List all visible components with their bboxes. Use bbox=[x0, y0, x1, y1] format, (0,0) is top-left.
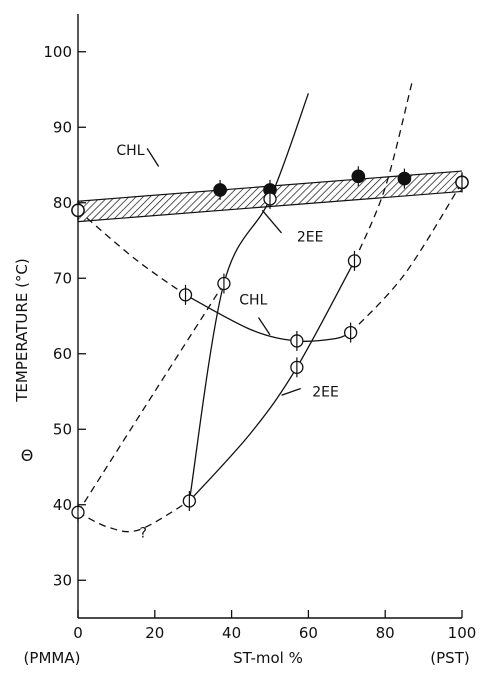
open-point bbox=[455, 172, 469, 193]
x-axis-ticks: 0 20 40 60 80 100 bbox=[73, 610, 476, 642]
open-point bbox=[290, 330, 304, 351]
filled-point bbox=[351, 166, 366, 187]
y-axis-ticks: 30 40 50 60 70 80 90 100 bbox=[43, 43, 86, 589]
chl-curve-dashed bbox=[77, 209, 186, 296]
annotation-leader bbox=[146, 148, 160, 167]
curve-annotation: 2EE bbox=[297, 230, 324, 246]
x-axis-label: ST-mol % bbox=[233, 649, 303, 667]
y-tick-label: 100 bbox=[43, 43, 72, 61]
annotation-leader bbox=[261, 209, 283, 234]
2ee-curve-solid bbox=[188, 93, 310, 502]
open-point bbox=[290, 357, 304, 378]
2ee-curve-dashed bbox=[77, 500, 190, 533]
annotation-leader bbox=[257, 317, 271, 336]
open-point bbox=[347, 250, 362, 271]
x-tick-label: 20 bbox=[145, 624, 164, 642]
x-tick-label: 100 bbox=[448, 624, 477, 642]
plot-frame bbox=[77, 14, 462, 619]
y-tick-label: 90 bbox=[53, 118, 72, 136]
2ee-curve-dashed bbox=[353, 81, 413, 262]
open-point bbox=[71, 200, 85, 221]
open-point bbox=[217, 273, 231, 294]
y-tick-label: 80 bbox=[53, 194, 72, 212]
y-tick-label: 60 bbox=[53, 345, 72, 363]
x-tick-label: 0 bbox=[73, 624, 83, 642]
x-end-label-left: (PMMA) bbox=[24, 649, 81, 667]
2ee-curve-dashed bbox=[77, 283, 225, 513]
x-tick-label: 80 bbox=[376, 624, 395, 642]
open-point bbox=[178, 284, 193, 305]
y-tick-label: 30 bbox=[53, 571, 72, 589]
y-tick-label: 70 bbox=[53, 269, 72, 287]
chl-curve-solid bbox=[185, 294, 351, 343]
data-points bbox=[71, 166, 469, 523]
open-point bbox=[182, 490, 197, 511]
annotation-leader bbox=[281, 387, 301, 396]
open-point bbox=[343, 322, 358, 343]
2ee-curve-solid bbox=[188, 260, 356, 502]
y-tick-label: 50 bbox=[53, 420, 72, 438]
annotations: CHL 2EE CHL 2EE? bbox=[116, 143, 338, 542]
curves bbox=[77, 81, 463, 533]
open-point bbox=[263, 188, 277, 209]
chl-curve-dashed bbox=[350, 182, 463, 334]
curve-annotation: CHL bbox=[239, 292, 267, 308]
y-axis-label: TEMPERATURE (°C) bbox=[13, 258, 31, 403]
open-point bbox=[71, 502, 85, 523]
filled-point bbox=[397, 168, 412, 189]
curve-annotation: ? bbox=[139, 526, 146, 542]
curve-annotation: 2EE bbox=[312, 385, 339, 401]
filled-point bbox=[213, 179, 227, 200]
x-tick-label: 40 bbox=[222, 624, 241, 642]
x-end-label-right: (PST) bbox=[430, 649, 469, 667]
y-axis-symbol: Θ bbox=[21, 446, 34, 465]
x-tick-label: 60 bbox=[299, 624, 318, 642]
y-tick-label: 40 bbox=[53, 496, 72, 514]
curve-annotation: CHL bbox=[116, 143, 144, 159]
